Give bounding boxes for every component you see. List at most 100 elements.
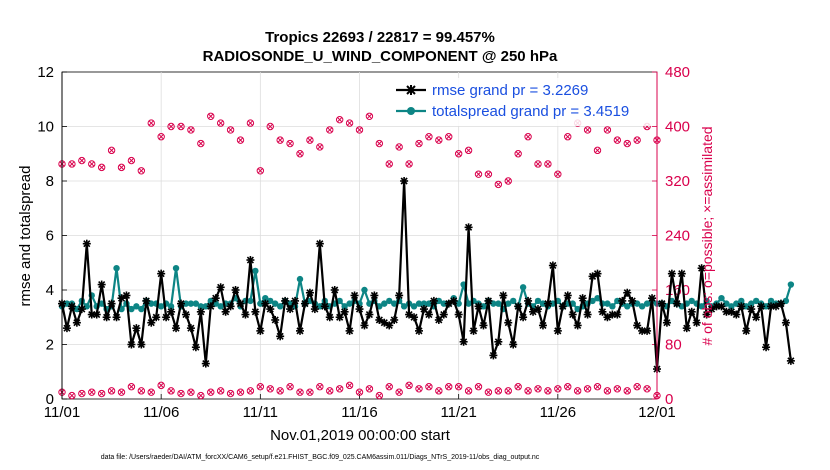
obs-marker (226, 126, 235, 134)
totalspread-point (247, 297, 254, 305)
rmse-point (181, 310, 190, 319)
obs-marker (484, 388, 493, 396)
obs-marker (207, 112, 215, 120)
obs-marker (484, 170, 493, 178)
obs-marker (197, 139, 205, 148)
totalspread-point (172, 265, 180, 272)
obs-marker (137, 387, 146, 395)
obs-marker (256, 383, 265, 391)
obs-marker (643, 385, 651, 393)
obs-marker (554, 170, 562, 178)
totalspread-point (257, 300, 264, 307)
rmse-point (598, 307, 607, 316)
x-axis-ticks: 11/01 11/06 11/11 11/16 11/21 11/26 12/01 (44, 394, 676, 421)
rmse-point (340, 307, 349, 316)
obs-marker (117, 388, 126, 396)
rmse-point (633, 321, 642, 330)
obs-marker (345, 381, 354, 390)
rmse-point (132, 324, 141, 333)
obs-marker (107, 146, 116, 155)
rmse-point (157, 269, 166, 278)
obs-marker (564, 133, 572, 141)
totalspread-point (589, 297, 596, 305)
rmse-point (762, 343, 771, 352)
rmse-point (191, 343, 200, 352)
legend-background (392, 78, 652, 126)
totalspread-point (510, 297, 517, 305)
totalspread-point (167, 303, 175, 310)
rmse-point (454, 310, 463, 319)
rmse-point (548, 261, 557, 270)
obs-marker (177, 122, 185, 131)
rmse-point (281, 296, 290, 305)
totalspread-point (480, 303, 487, 310)
rmse-point (72, 318, 81, 327)
legend-spread-label: totalspread grand pr = 3.4519 (432, 103, 629, 120)
obs-marker (415, 139, 423, 148)
obs-marker (554, 385, 562, 393)
y2-tick-label: 400 (665, 119, 690, 136)
totalspread-point (624, 303, 631, 310)
totalspread-point (733, 300, 740, 307)
obs-marker (583, 385, 592, 393)
y-axis-label: rmse and totalspread (17, 166, 34, 307)
rmse-point (732, 310, 741, 319)
rmse-point (162, 313, 171, 322)
y2-tick-label: 320 (665, 173, 690, 190)
obs-marker (117, 163, 126, 172)
totalspread-point (341, 303, 348, 310)
obs-marker (613, 385, 622, 393)
obs-marker (385, 383, 393, 391)
rmse-point (335, 313, 344, 322)
rmse-point (717, 302, 726, 311)
totalspread-point (787, 281, 795, 288)
rmse-point (702, 310, 711, 319)
obs-marker (504, 177, 512, 185)
legend-rmse-marker (406, 85, 416, 95)
rmse-point (385, 321, 394, 330)
totalspread-point (415, 300, 423, 307)
totalspread-point (435, 297, 443, 305)
rmse-point (410, 313, 419, 322)
rmse-point (390, 315, 399, 324)
rmse-point (177, 299, 185, 308)
obs-marker (355, 388, 364, 396)
rmse-point (266, 305, 275, 314)
rmse-point (519, 313, 528, 322)
rmse-point (494, 337, 503, 346)
rmse-point (667, 269, 676, 278)
rmse-point (534, 305, 542, 314)
obs-marker (524, 133, 532, 141)
totalspread-point (455, 300, 462, 307)
obs-marker (544, 387, 552, 395)
totalspread-point (614, 297, 621, 305)
chart-title-line2: RADIOSONDE_U_WIND_COMPONENT @ 250 hPa (203, 48, 558, 65)
obs-marker (395, 143, 403, 151)
rmse-point (504, 318, 513, 327)
totalspread-point (688, 297, 695, 305)
rmse-point (112, 313, 121, 322)
rmse-point (82, 239, 91, 248)
totalspread-point (346, 300, 353, 307)
rmse-point (593, 269, 602, 278)
rmse-point (400, 177, 409, 185)
rmse-point (246, 256, 255, 265)
obs-marker (514, 150, 522, 158)
rmse-point (657, 299, 666, 308)
obs-marker (524, 387, 532, 395)
rmse-point (211, 294, 220, 303)
obs-marker (365, 385, 374, 393)
rmse-point (479, 321, 488, 330)
rmse-point (737, 302, 746, 311)
rmse-point (514, 302, 523, 311)
rmse-point (553, 326, 562, 335)
obs-marker (316, 383, 324, 391)
totalspread-point (743, 303, 750, 310)
totalspread-point (386, 297, 393, 305)
rmse-point (236, 299, 245, 308)
obs-marker (256, 167, 265, 175)
obs-marker (127, 156, 136, 165)
obs-marker (266, 122, 274, 131)
totalspread-point (197, 303, 205, 310)
